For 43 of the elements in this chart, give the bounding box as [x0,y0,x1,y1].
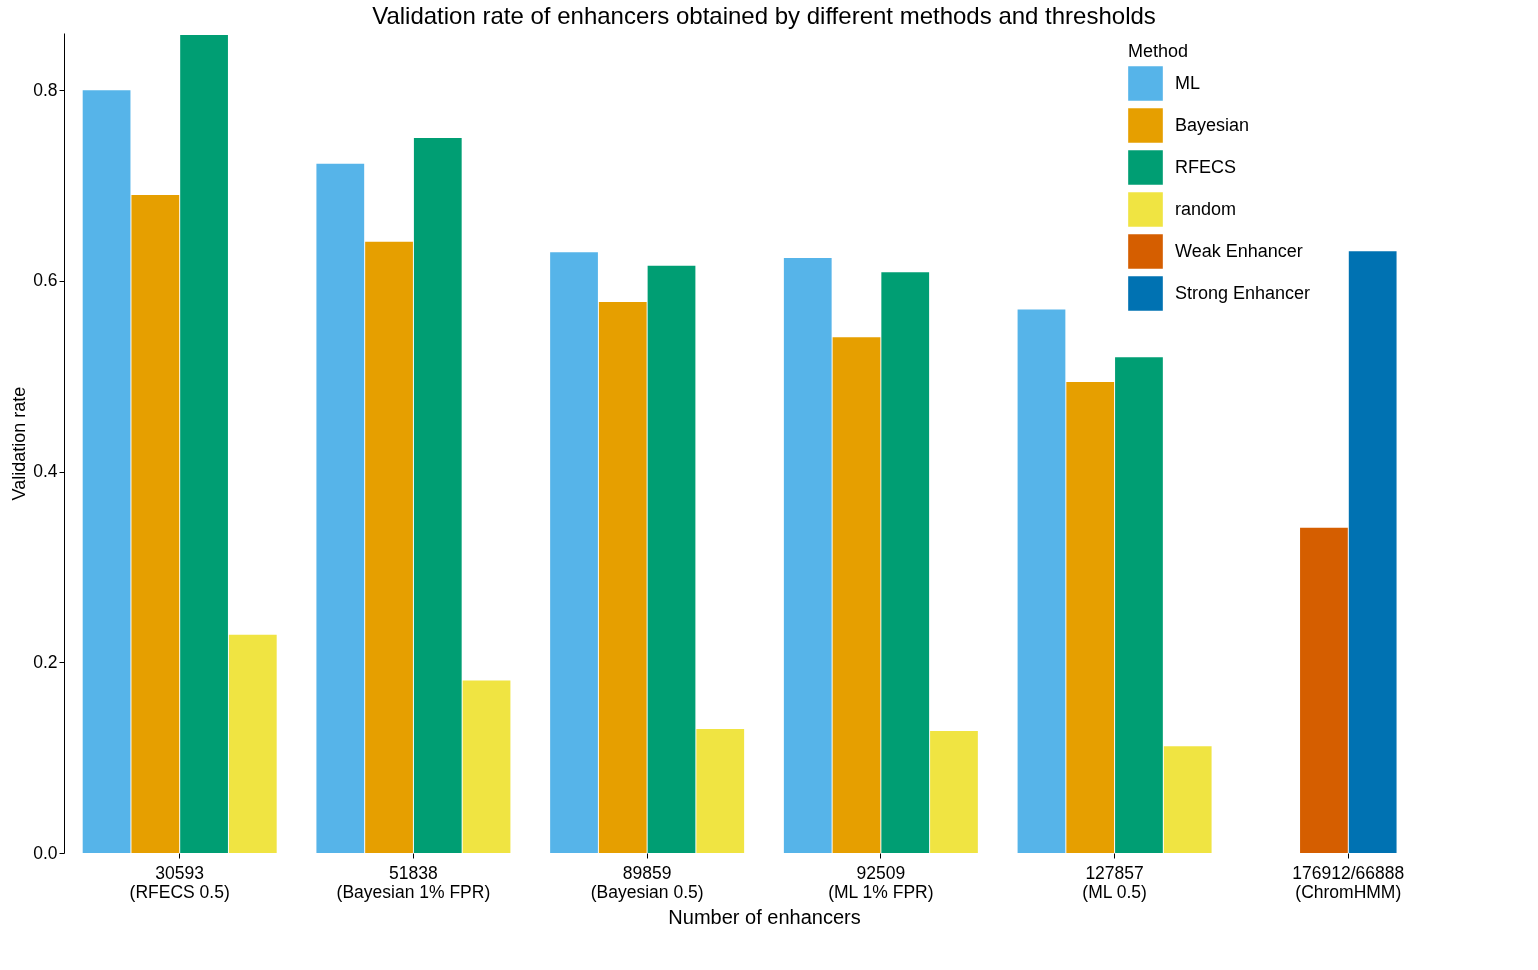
y-axis-title: Validation rate [9,386,30,501]
x-tick-label: 30593 (RFECS 0.5) [129,862,230,902]
x-tick-label: 127857 (ML 0.5) [1082,862,1147,902]
bar [365,241,413,853]
bar [1017,309,1066,853]
bar [550,252,598,853]
bar [696,729,745,853]
bar [881,272,930,853]
legend-label: random [1175,198,1237,219]
legend-label: RFECS [1175,156,1237,177]
bar [413,137,462,853]
bar [1300,527,1348,853]
bar [82,90,131,853]
bar [131,195,180,853]
legend-label: Bayesian [1175,114,1250,135]
bar [832,337,881,853]
bar [228,634,277,853]
bar [783,258,832,853]
x-axis-title: Number of enhancers [668,905,861,928]
legend-title: Method [1128,41,1189,61]
bar [598,301,647,853]
bar [180,34,228,853]
x-tick-label: 176912/66888 (ChromHMM) [1292,862,1405,902]
legend-label: Strong Enhancer [1175,282,1311,303]
bar [1348,251,1397,853]
bar [462,680,511,853]
bar [1115,357,1163,853]
y-tick-label: 0.8 [33,79,58,100]
y-tick-label: 0.4 [33,461,58,482]
legend-label: Weak Enhancer [1175,240,1303,261]
bar [1066,381,1115,853]
y-tick-label: 0.2 [33,651,58,672]
y-tick-label: 0.0 [33,842,58,863]
x-tick-label: 51838 (Bayesian 1% FPR) [336,862,491,902]
y-tick-label: 0.6 [33,270,58,291]
bar [316,163,365,853]
bar [1163,746,1212,853]
x-tick-label: 89859 (Bayesian 0.5) [590,862,704,902]
chart-title: Validation rate of enhancers obtained by different methods and thresholds [372,2,1156,29]
x-tick-label: 92509 (ML 1% FPR) [828,862,934,902]
legend-label: ML [1175,72,1201,93]
bar [930,730,978,853]
bar [647,265,696,853]
